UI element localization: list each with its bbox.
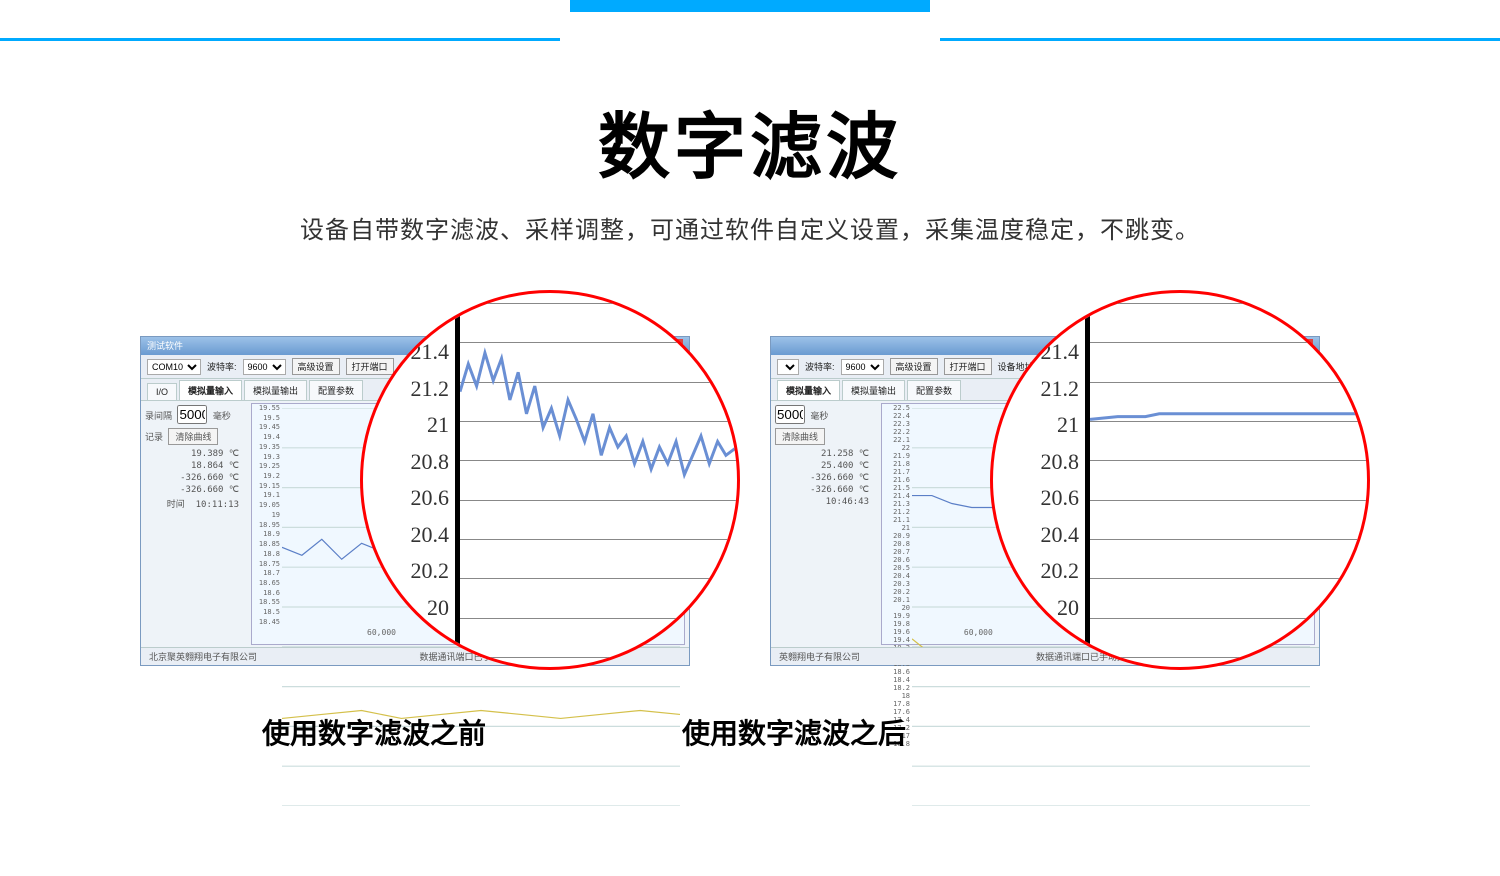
tab-config[interactable]: 配置参数 [309,380,363,400]
tab-analog-in[interactable]: 模拟量输入 [179,380,242,400]
interval-input[interactable] [177,405,207,424]
tab-config[interactable]: 配置参数 [907,380,961,400]
adv-settings-button[interactable]: 高级设置 [292,358,340,375]
reading-row: 21.258 ℃ [775,449,877,459]
mag-y-labels: 621.421.22120.820.620.420.2208 [379,303,449,657]
port-select[interactable]: COM10 [147,359,201,375]
reading-row: 25.400 ℃ [775,461,877,471]
side-panel-after: 毫秒 清除曲线 21.258 ℃ 25.400 ℃ -326.660 ℃ -32… [771,401,881,647]
top-divider-left [0,38,560,41]
open-port-button[interactable]: 打开端口 [944,358,992,375]
magnifier-before: 621.421.22120.820.620.420.2208 [360,290,740,670]
window-title-text: 测试软件 [147,339,183,353]
clear-curve-button[interactable]: 清除曲线 [775,428,825,445]
baud-label: 波特率: [207,360,237,373]
reading-row: -326.660 ℃ [145,473,247,483]
side-panel-before: 录间隔 毫秒 记录 清除曲线 19.389 ℃ 18.864 ℃ -326.66… [141,401,251,647]
mag-y-labels: 621.421.22120.820.620.420.2208 [1009,303,1079,657]
interval-input[interactable] [775,405,805,424]
page-title: 数字滤波 [0,88,1500,193]
y-axis-labels: 22.522.422.322.222.12221.921.821.721.621… [884,404,910,626]
baud-select[interactable]: 9600 [243,359,286,375]
reading-row: 18.864 ℃ [145,461,247,471]
tab-io[interactable]: I/O [147,383,177,400]
reading-row: 19.389 ℃ [145,449,247,459]
reading-row: -326.660 ℃ [145,485,247,495]
baud-label: 波特率: [805,360,835,373]
clear-curve-button[interactable]: 清除曲线 [168,428,218,445]
reading-row: -326.660 ℃ [775,473,877,483]
mag-plot-after [1090,303,1367,580]
tab-analog-in[interactable]: 模拟量输入 [777,380,840,400]
caption-after: 使用数字滤波之后 [682,712,906,752]
top-accent-bar [570,0,930,12]
top-divider-right [940,38,1500,41]
baud-select[interactable]: 9600 [841,359,884,375]
adv-settings-button[interactable]: 高级设置 [890,358,938,375]
port-select[interactable] [777,359,799,375]
page-subtitle: 设备自带数字滤波、采样调整，可通过软件自定义设置，采集温度稳定，不跳变。 [0,210,1500,245]
y-axis-labels: 19.5519.519.4519.419.3519.319.2519.219.1… [254,404,280,626]
reading-row: -326.660 ℃ [775,485,877,495]
magnifier-after: 621.421.22120.820.620.420.2208 [990,290,1370,670]
caption-before: 使用数字滤波之前 [262,712,486,752]
mag-plot-before [460,303,737,580]
tab-analog-out[interactable]: 模拟量输出 [842,380,905,400]
tab-analog-out[interactable]: 模拟量输出 [244,380,307,400]
